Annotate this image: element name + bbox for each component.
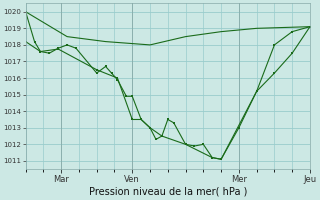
X-axis label: Pression niveau de la mer( hPa ): Pression niveau de la mer( hPa ) <box>89 187 247 197</box>
